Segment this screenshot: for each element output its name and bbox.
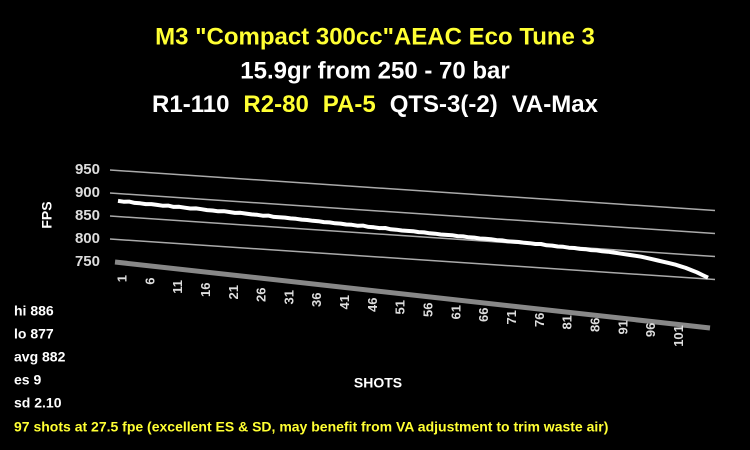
stat: sd 2.10: [14, 395, 62, 411]
y-axis-label: FPS: [39, 201, 55, 228]
settings-part: R2-80: [243, 91, 308, 118]
chart-subtitle: 15.9gr from 250 - 70 bar: [240, 57, 509, 84]
y-tick-label: 800: [75, 230, 100, 247]
x-tick-label: 96: [643, 323, 658, 337]
x-tick-label: 61: [448, 305, 463, 319]
x-axis-label: SHOTS: [354, 375, 402, 391]
x-tick-label: 76: [532, 313, 547, 327]
x-tick-label: 81: [560, 315, 575, 329]
settings-part: QTS-3(-2): [390, 91, 498, 118]
x-tick-label: 6: [142, 278, 157, 285]
settings-part: VA-Max: [512, 91, 599, 118]
x-tick-label: 26: [254, 288, 269, 302]
x-axis: [114, 259, 711, 331]
grid-line: [109, 238, 716, 281]
y-tick-label: 750: [75, 253, 100, 270]
stat: avg 882: [14, 349, 66, 365]
x-tick-label: 51: [393, 300, 408, 314]
y-tick-label: 950: [75, 161, 100, 178]
x-tick-label: 91: [615, 320, 630, 334]
settings-line: R1-110 R2-80 PA-5 QTS-3(-2) VA-Max: [152, 91, 599, 118]
x-tick-label: 31: [281, 290, 296, 304]
x-tick-label: 101: [671, 325, 686, 347]
stat: es 9: [14, 372, 41, 388]
data-line: [117, 198, 709, 280]
y-tick-label: 850: [75, 207, 100, 224]
x-tick-label: 16: [198, 283, 213, 297]
x-tick-label: 41: [337, 295, 352, 309]
chart-title: M3 "Compact 300cc"AEAC Eco Tune 3: [155, 23, 595, 50]
x-tick-label: 56: [421, 303, 436, 317]
note: 97 shots at 27.5 fpe (excellent ES & SD,…: [14, 419, 608, 435]
x-tick-label: 11: [170, 280, 185, 294]
settings-part: R1-110: [152, 91, 229, 118]
x-tick-label: 36: [309, 293, 324, 307]
x-tick-label: 46: [365, 298, 380, 312]
x-tick-label: 1: [114, 275, 129, 282]
x-tick-label: 86: [588, 318, 603, 332]
settings-part: PA-5: [323, 91, 376, 118]
stat: lo 877: [14, 326, 54, 342]
grid-line: [109, 215, 716, 258]
x-tick-label: 71: [504, 310, 519, 324]
grid-line: [109, 169, 716, 212]
y-tick-label: 900: [75, 184, 100, 201]
x-tick-label: 66: [476, 308, 491, 322]
grid-line: [109, 192, 716, 235]
stat: hi 886: [14, 303, 54, 319]
x-tick-label: 21: [226, 285, 241, 299]
